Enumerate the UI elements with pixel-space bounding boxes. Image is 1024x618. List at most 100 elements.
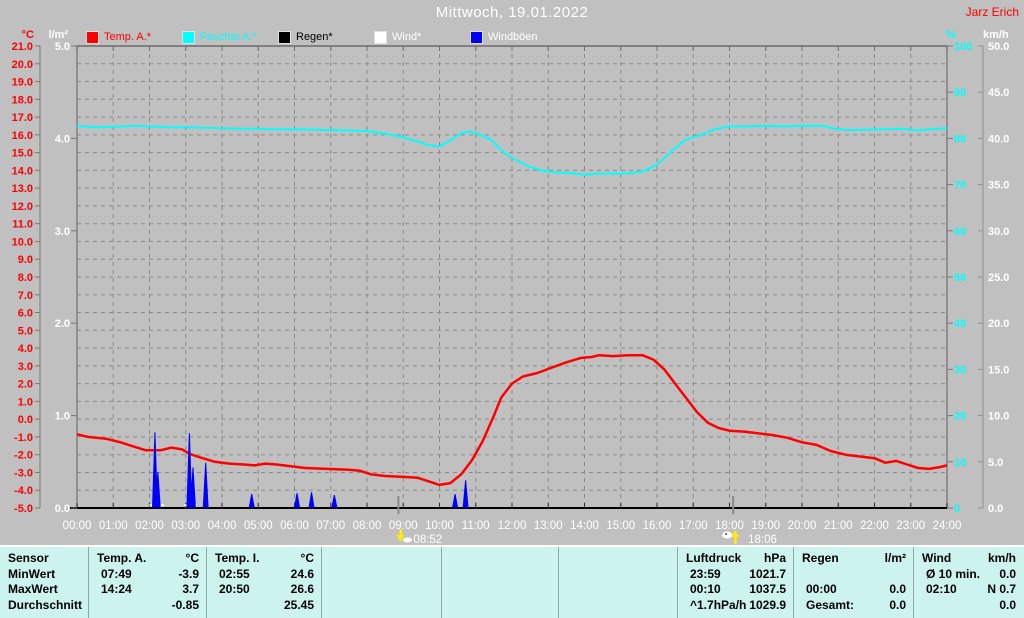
x-axis-label: 11:00	[462, 520, 490, 532]
table-column	[322, 547, 442, 618]
wind-axis-tick: 30.0	[988, 226, 1009, 238]
x-axis-label: 14:00	[570, 520, 599, 532]
x-axis-label: 17:00	[679, 520, 708, 532]
table-cell-time	[442, 567, 454, 582]
humidity-axis-tick: 60	[954, 226, 966, 238]
table-header-sensor: Temp. A.	[97, 551, 147, 565]
table-row: 07:49 -3.9	[89, 567, 206, 582]
left-axis-unit-temp: °C	[21, 29, 34, 41]
table-cell-value: 25.45	[283, 598, 314, 612]
station-name: Jarz Erich	[965, 5, 1019, 19]
weather-chart: 21.0 20.0 19.0 18.0 17.0 16.0 15.0 14.0 13.0 12.0…	[12, 41, 1010, 545]
wind-axis-tick: 50.0	[988, 41, 1009, 53]
left-axis-unit-rain: l/m²	[48, 29, 68, 41]
humidity-axis-tick: 90	[954, 87, 966, 99]
temp-axis-tick: 8.0	[18, 272, 33, 284]
right-axis-unit-humidity: %	[946, 29, 956, 41]
temp-axis-tick: 10.0	[12, 236, 33, 248]
table-row: Wind km/h	[914, 551, 1023, 566]
table-cell-value: 1037.5	[749, 582, 786, 596]
table-cell-value	[434, 598, 441, 613]
temp-axis-tick: -5.0	[14, 503, 33, 515]
table-header-unit	[434, 551, 441, 566]
table-cell-time	[89, 598, 101, 613]
x-axis-label: 20:00	[788, 520, 817, 532]
x-axis-label: 03:00	[171, 520, 200, 532]
table-cell-time: 20:50	[219, 582, 250, 596]
temp-axis-tick: 2.0	[18, 379, 33, 391]
x-axis-label: 08:00	[353, 520, 382, 532]
temp-axis-tick: 15.0	[12, 148, 33, 160]
humidity-axis-tick: 20	[954, 411, 966, 423]
table-cell-value: 26.6	[290, 582, 314, 596]
table-cell-time	[442, 598, 454, 613]
humidity-axis-tick: 0	[954, 503, 960, 515]
table-column: Temp. A. °C 07:49 -3.9 14:24 3.7 -0.85	[89, 547, 207, 618]
x-axis-label: 00:00	[63, 520, 92, 532]
table-row	[442, 598, 558, 613]
x-axis-label: 05:00	[244, 520, 273, 532]
temp-axis-tick: 7.0	[18, 290, 33, 302]
table-row	[559, 567, 677, 582]
table-row: Ø 10 min. 0.0	[914, 567, 1023, 582]
right-axis-unit-wind: km/h	[983, 29, 1009, 41]
table-cell-value: 0.0	[889, 582, 906, 596]
humidity-axis-tick: 10	[954, 457, 966, 469]
table-row: 02:10 N 0.7	[914, 582, 1023, 597]
table-row	[322, 582, 441, 597]
table-cell-time	[322, 567, 334, 582]
table-cell-value	[551, 582, 558, 597]
table-column: Luftdruck hPa 23:59 1021.7 00:10 1037.5 ^1.7hP…	[678, 547, 794, 618]
table-row	[442, 551, 558, 566]
table-cell-time: 02:55	[219, 567, 250, 581]
table-cell-time: 02:10	[926, 582, 957, 596]
temp-axis-tick: 1.0	[18, 396, 33, 408]
table-cell-time: 07:49	[101, 567, 132, 581]
rain-swatch-icon	[278, 30, 291, 44]
table-cell-time	[322, 582, 334, 597]
table-header-unit: hPa	[763, 551, 786, 565]
table-column: Wind km/h Ø 10 min. 0.0 02:10 N 0.7 0.0	[914, 547, 1023, 618]
legend-label: Feuchte A.*	[200, 31, 257, 43]
table-row: 00:00 0.0	[794, 582, 913, 597]
table-header-sensor: Wind	[922, 551, 952, 565]
legend-item-humidity: Feuchte A.*	[182, 30, 257, 44]
table-row	[322, 598, 441, 613]
x-axis-label: 02:00	[135, 520, 164, 532]
table-cell-value: 0.0	[889, 598, 906, 612]
table-row: ^1.7hPa/h 1029.9	[678, 598, 793, 613]
table-cell-time: ^1.7hPa/h	[690, 598, 747, 612]
table-cell-value: 0.0	[999, 598, 1016, 612]
table-cell-value: 0.0	[999, 567, 1016, 581]
table-column: Temp. I. °C 02:55 24.6 20:50 26.6 25.45	[207, 547, 322, 618]
humidity-axis-tick: 50	[954, 272, 966, 284]
temp-axis-tick: 5.0	[18, 325, 33, 337]
x-axis-label: 19:00	[751, 520, 780, 532]
table-cell-value: N 0.7	[987, 582, 1016, 596]
table-cell-value	[434, 567, 441, 582]
x-axis-label: 16:00	[643, 520, 672, 532]
temp-axis-tick: -4.0	[14, 485, 33, 497]
table-row-label: Sensor	[8, 551, 49, 565]
table-row	[322, 551, 441, 566]
temp-axis-tick: -2.0	[14, 450, 33, 462]
table-header-sensor	[559, 551, 567, 566]
x-axis-label: 21:00	[824, 520, 853, 532]
table-header-unit: °C	[185, 551, 199, 565]
statistics-table: Sensor MinWert MaxWert Durchschnitt Temp. A.…	[0, 545, 1024, 618]
humidity-axis-tick: 30	[954, 364, 966, 376]
table-row: -0.85	[89, 598, 206, 613]
table-row: 14:24 3.7	[89, 582, 206, 597]
wind-swatch-icon	[374, 30, 387, 44]
table-row-label: Durchschnitt	[8, 598, 83, 612]
table-row	[559, 582, 677, 597]
event-marker-time: 08:52	[413, 534, 442, 545]
temp-axis-tick: 6.0	[18, 308, 33, 320]
table-header-sensor: Temp. I.	[215, 551, 260, 565]
temp-swatch-icon	[86, 30, 99, 44]
rain-axis-tick: 3.0	[55, 226, 70, 238]
wind-axis-tick: 15.0	[988, 364, 1009, 376]
table-column: Regen l/m² 00:00 0.0 Gesamt: 0.0	[794, 547, 914, 618]
x-axis-label: 22:00	[860, 520, 889, 532]
temp-axis-tick: 12.0	[12, 201, 33, 213]
